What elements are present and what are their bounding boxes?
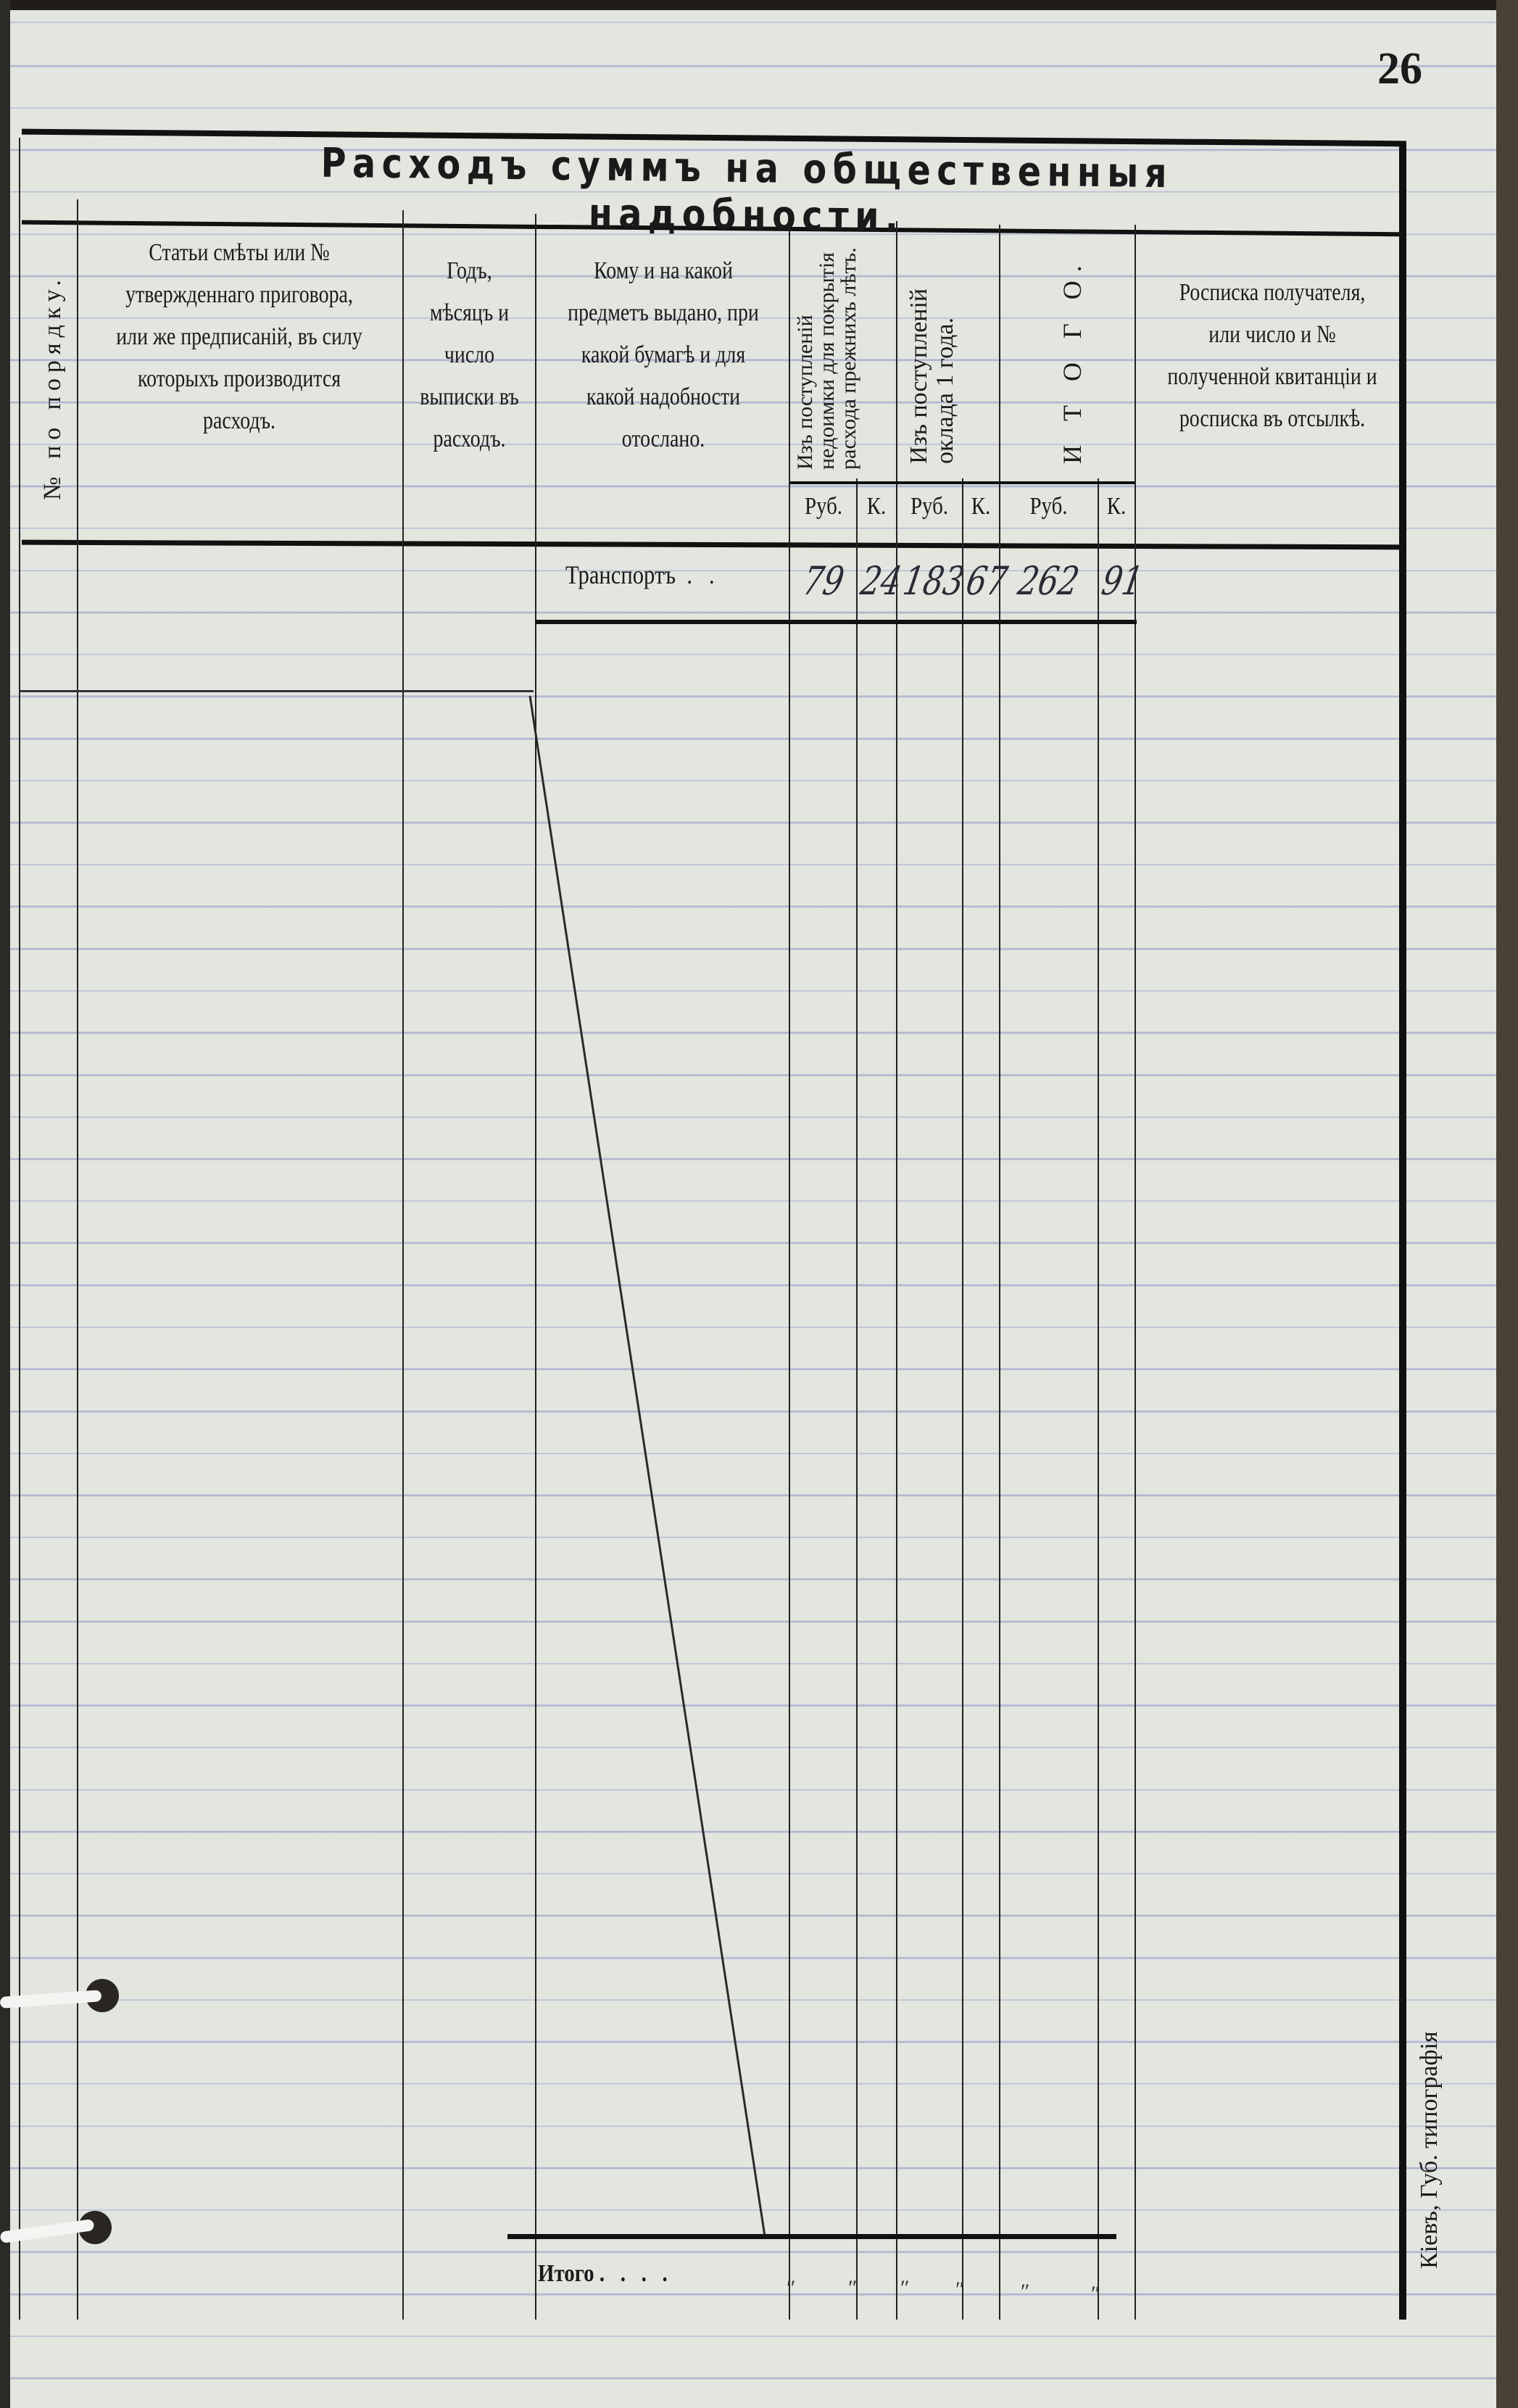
col-line: [856, 478, 858, 2320]
column-header-recipient: Кому и на какой предметъ выдано, при как…: [568, 257, 759, 452]
subheader-kop: К.: [971, 493, 991, 520]
col-line: [896, 221, 897, 2320]
subheader-rule: [790, 481, 1135, 484]
subheader-kop: К.: [866, 493, 887, 520]
total-total-kop: ″: [1091, 2282, 1100, 2306]
table-left-border: [19, 138, 20, 2320]
col-line: [962, 478, 963, 2320]
printer-imprint: Кіевъ, Губ. типографія: [1416, 2031, 1443, 2269]
column-header-date: Годъ, мѣсяцъ и число выписки въ расходъ.: [420, 257, 519, 452]
table-right-border: [1399, 145, 1406, 2320]
col-line: [999, 225, 1000, 2320]
total-current-kop: ″: [955, 2278, 965, 2301]
book-binding-edge: [1496, 0, 1518, 2408]
subheader-rub: Руб.: [804, 493, 843, 520]
total-label: Итого . . . .: [538, 2260, 668, 2287]
page-top-edge: [0, 0, 1518, 10]
transport-label: Транспортъ . .: [565, 560, 715, 589]
col-line: [77, 199, 78, 2320]
col-line: [402, 210, 404, 2320]
diagonal-strike-line: [528, 695, 766, 2237]
subheader-kop: К.: [1106, 493, 1127, 520]
subheader-rub: Руб.: [910, 493, 949, 520]
transport-label-text: Транспортъ: [565, 560, 676, 589]
ledger-page: [10, 10, 1496, 2408]
col-line: [1098, 478, 1099, 2320]
total-arrears-rub: ″: [787, 2276, 796, 2300]
total-total-rub: ″: [1021, 2280, 1030, 2304]
subheader-rub: Руб.: [1029, 493, 1068, 520]
total-current-rub: ″: [900, 2276, 910, 2300]
col-line: [535, 214, 536, 2320]
column-header-article: Статьи смѣты или № утвержденнаго пригово…: [116, 239, 362, 434]
total-arrears-kop: ″: [848, 2276, 858, 2300]
total-label-text: Итого: [538, 2260, 594, 2287]
page-number: 26: [1377, 44, 1422, 94]
page-left-edge: [0, 0, 10, 2408]
closing-horizontal-line: [19, 690, 534, 692]
col-line: [1135, 225, 1136, 2320]
transport-rule: [535, 620, 1137, 624]
column-header-receipt: Росписка получателя, или число и № получ…: [1167, 279, 1377, 432]
col-line: [789, 221, 790, 2320]
total-rule: [507, 2234, 1116, 2239]
